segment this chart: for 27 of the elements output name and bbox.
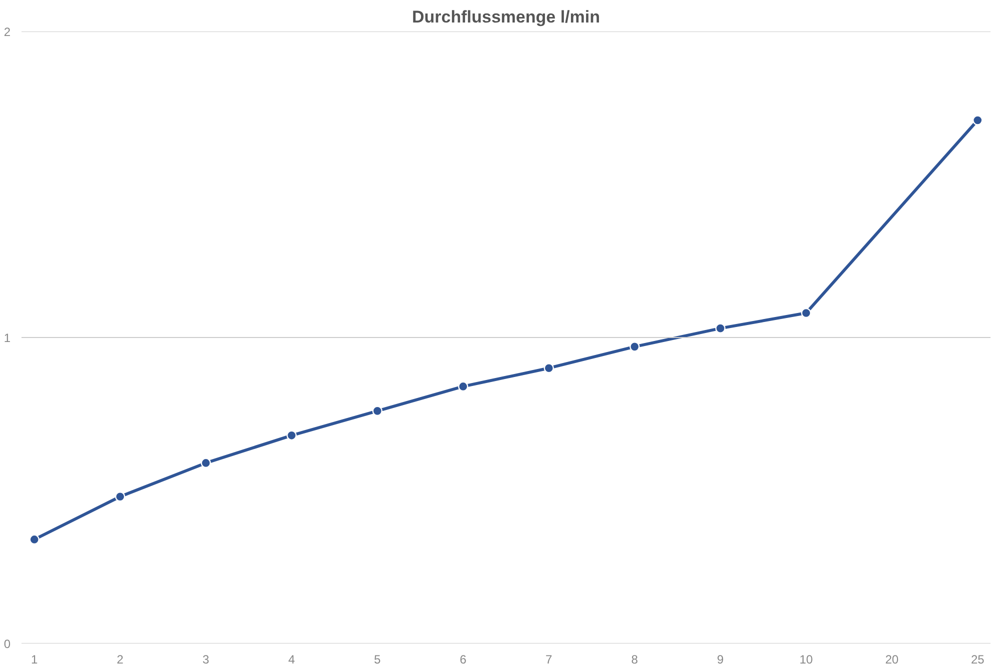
point (115, 492, 126, 502)
x-tick-label: 2 (116, 652, 124, 666)
point (972, 115, 983, 126)
chart-title: Durchflussmenge l/min (412, 8, 600, 26)
point (544, 363, 554, 374)
x-tick-label: 20 (885, 652, 899, 666)
x-tick-label: 10 (799, 652, 814, 666)
y-tick-label: 0 (4, 637, 11, 651)
x-tick-label: 9 (717, 652, 724, 666)
x-tick-label: 3 (202, 652, 210, 666)
y-tick-label: 2 (4, 25, 11, 39)
point (372, 406, 382, 416)
x-tick-label: 4 (288, 652, 296, 666)
x-tick-label: 8 (631, 652, 638, 666)
x-tick-label: 7 (546, 652, 553, 666)
x-tick-label: 1 (31, 652, 38, 666)
point (29, 534, 40, 545)
x-tick-label: 6 (460, 652, 467, 666)
point (715, 323, 726, 334)
y-tick-label: 1 (4, 331, 11, 345)
x-tick-label: 5 (374, 652, 382, 666)
point (630, 342, 640, 352)
x-tick-label: 25 (970, 652, 985, 666)
point (286, 430, 297, 441)
point (458, 381, 468, 392)
point (200, 458, 211, 468)
point (801, 308, 812, 318)
